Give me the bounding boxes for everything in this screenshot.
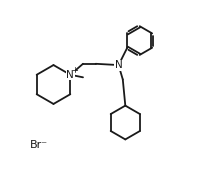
- Text: N: N: [114, 60, 122, 70]
- Text: N: N: [66, 70, 74, 80]
- Text: +: +: [71, 66, 78, 75]
- Text: Br⁻: Br⁻: [30, 140, 48, 150]
